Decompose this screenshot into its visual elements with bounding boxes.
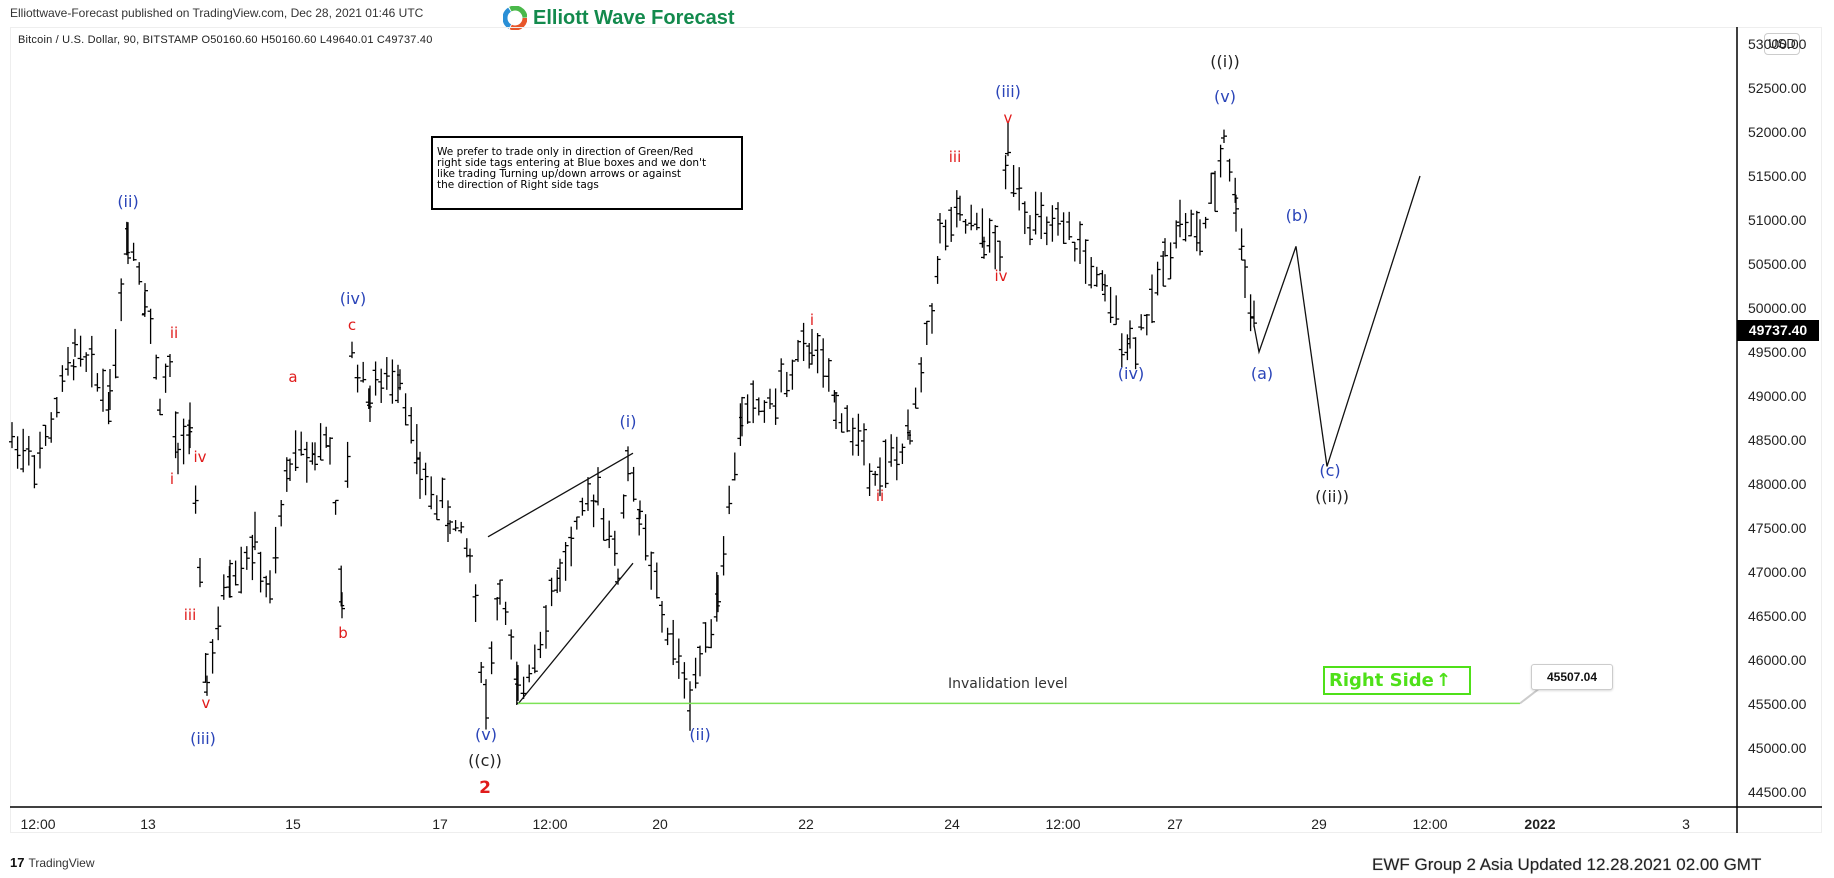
symbol-legend: Bitcoin / U.S. Dollar, 90, BITSTAMP O501… (18, 34, 433, 46)
wave-label: v (1003, 108, 1013, 127)
price-tick: 46000.00 (1748, 652, 1807, 668)
price-tick: 48000.00 (1748, 476, 1807, 492)
brand-logo: Elliott Wave Forecast (503, 6, 735, 30)
price-tick: 45000.00 (1748, 740, 1807, 756)
right-side-label: Right Side (1329, 670, 1434, 691)
price-tick: 51500.00 (1748, 168, 1807, 184)
ohlc-bars (9, 122, 1257, 731)
wave-label: (a) (1250, 364, 1274, 383)
tradingview-logo[interactable]: 17 TradingView (10, 855, 95, 870)
arrow-up-icon: ↑ (1436, 670, 1452, 691)
wave-label: iv (994, 267, 1008, 286)
time-tick: 2022 (1524, 816, 1556, 832)
time-tick: 12:00 (1412, 816, 1448, 832)
price-tick: 49000.00 (1748, 388, 1807, 404)
time-tick: 12:00 (20, 816, 56, 832)
wave-label: ((ii)) (1315, 487, 1349, 507)
price-tick: 51000.00 (1748, 212, 1807, 228)
last-price-label: 49737.40 (1737, 320, 1819, 341)
wave-label: a (288, 368, 298, 387)
chart-panel[interactable] (10, 27, 1822, 833)
price-tick: 47500.00 (1748, 520, 1807, 536)
time-tick: 17 (432, 816, 448, 832)
wave-label: (v) (475, 724, 497, 744)
wave-label: ((i)) (1210, 51, 1240, 71)
price-tick: 52000.00 (1748, 124, 1807, 140)
wave-label: (ii) (689, 724, 711, 744)
wave-label: (iii) (995, 82, 1021, 102)
wave-label: c (347, 315, 357, 334)
ewf-logo-icon (503, 6, 527, 30)
wave-label: ii (875, 487, 885, 506)
projection-path[interactable] (1253, 175, 1421, 467)
price-tick: 45500.00 (1748, 696, 1807, 712)
wave-label: (i) (619, 412, 637, 432)
price-tick: 50500.00 (1748, 256, 1807, 272)
price-tick: 46500.00 (1748, 608, 1807, 624)
right-side-tag: Right Side ↑ (1323, 666, 1471, 695)
tradingview-label: TradingView (28, 855, 95, 870)
price-tick: 50000.00 (1748, 300, 1807, 316)
wave-label: (iv) (339, 289, 367, 309)
wave-label: (b) (1285, 205, 1309, 225)
price-tick: 52500.00 (1748, 80, 1807, 96)
time-tick: 27 (1167, 816, 1183, 832)
wave-label: ((c)) (468, 751, 502, 771)
wave-label: (iii) (190, 729, 216, 749)
callout-pointer (1519, 687, 1541, 705)
time-tick: 22 (798, 816, 814, 832)
wedge-trendline[interactable] (487, 452, 634, 538)
time-tick: 20 (652, 816, 668, 832)
invalidation-label: Invalidation level (948, 676, 1068, 692)
wave-label: i (169, 469, 175, 488)
wave-label: ii (169, 324, 179, 343)
currency-button[interactable]: USD (1764, 33, 1800, 55)
price-tick: 49500.00 (1748, 344, 1807, 360)
time-tick: 12:00 (532, 816, 568, 832)
time-tick: 15 (285, 816, 301, 832)
wave-label: iii (948, 148, 962, 167)
tradingview-glyph-icon: 17 (10, 855, 25, 870)
wave-label: b (338, 623, 348, 642)
wave-label: iii (183, 606, 197, 624)
wedge-trendline[interactable] (517, 562, 634, 705)
wave-label: (c) (1319, 460, 1341, 480)
published-info: Elliottwave-Forecast published on Tradin… (10, 6, 424, 20)
invalidation-price-callout: 45507.04 (1531, 664, 1613, 690)
time-tick: 24 (944, 816, 960, 832)
price-tick: 53000.00 (1748, 36, 1807, 52)
update-footer: EWF Group 2 Asia Updated 12.28.2021 02.0… (1372, 855, 1762, 874)
note-box: We prefer to trade only in direction of … (431, 136, 743, 210)
wave-label: (iv) (1117, 364, 1145, 383)
time-tick: 12:00 (1045, 816, 1081, 832)
time-tick: 13 (140, 816, 156, 832)
wave-label: 2 (479, 777, 491, 798)
wave-label: i (809, 311, 815, 330)
wave-label: (v) (1214, 86, 1236, 106)
price-tick: 48500.00 (1748, 432, 1807, 448)
wave-label: iv (193, 447, 207, 466)
time-tick: 29 (1311, 816, 1327, 832)
time-tick: 3 (1682, 816, 1690, 832)
wave-label: v (201, 694, 211, 712)
price-tick: 44500.00 (1748, 784, 1807, 800)
price-tick: 47000.00 (1748, 564, 1807, 580)
brand-name: Elliott Wave Forecast (533, 6, 735, 29)
wave-label: (ii) (117, 192, 139, 212)
